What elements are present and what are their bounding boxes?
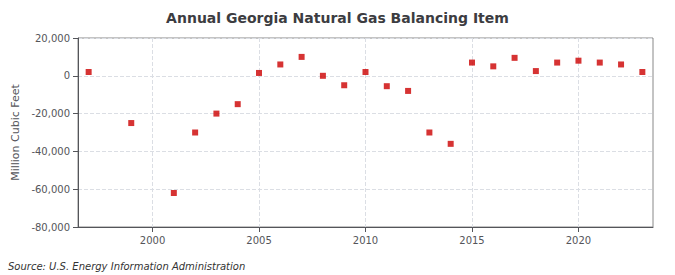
svg-text:0: 0 <box>64 70 70 81</box>
svg-text:2000: 2000 <box>140 235 165 246</box>
svg-text:Source: U.S. Energy Informatio: Source: U.S. Energy Information Administ… <box>8 261 245 272</box>
svg-text:2015: 2015 <box>459 235 484 246</box>
svg-text:20,000: 20,000 <box>35 33 70 44</box>
svg-text:2010: 2010 <box>353 235 378 246</box>
svg-text:-60,000: -60,000 <box>31 184 70 195</box>
svg-text:Million Cubic Feet: Million Cubic Feet <box>9 83 22 180</box>
svg-text:Annual Georgia Natural Gas Bal: Annual Georgia Natural Gas Balancing Ite… <box>166 10 509 26</box>
svg-text:2020: 2020 <box>566 235 591 246</box>
svg-text:-80,000: -80,000 <box>31 222 70 233</box>
svg-text:2005: 2005 <box>246 235 271 246</box>
svg-text:-40,000: -40,000 <box>31 146 70 157</box>
svg-text:-20,000: -20,000 <box>31 108 70 119</box>
